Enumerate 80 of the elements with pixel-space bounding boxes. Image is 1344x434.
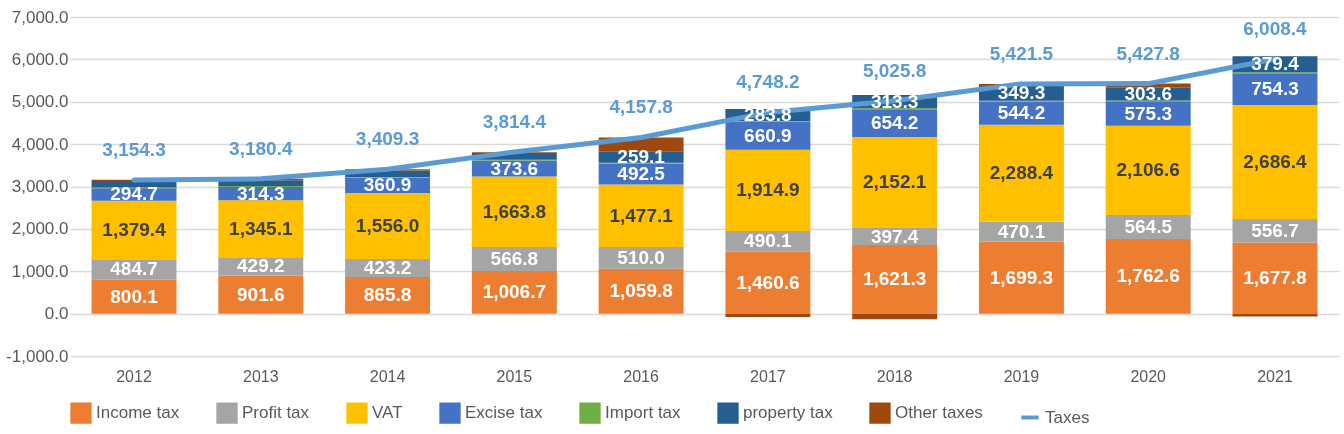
x-tick-label: 2013 bbox=[243, 367, 279, 385]
data-label: 2,288.4 bbox=[989, 162, 1054, 184]
x-tick-label: 2020 bbox=[1130, 367, 1167, 385]
x-tick-label: 2012 bbox=[116, 367, 152, 385]
data-label: 1,477.1 bbox=[609, 204, 674, 226]
data-label: 423.2 bbox=[363, 256, 412, 278]
x-tick-label: 2016 bbox=[623, 367, 660, 385]
data-label: 2,686.4 bbox=[1243, 151, 1308, 173]
data-label: 544.2 bbox=[997, 102, 1046, 124]
legend-label: Income tax bbox=[96, 403, 180, 423]
data-label: 2,152.1 bbox=[862, 171, 927, 193]
data-label: 1,914.9 bbox=[736, 179, 800, 201]
y-tick-label: 6,000.0 bbox=[11, 49, 69, 69]
y-tick-label: 3,000.0 bbox=[11, 177, 69, 196]
data-label: 373.6 bbox=[490, 157, 539, 179]
data-label: 490.1 bbox=[744, 230, 793, 252]
data-label: 1,059.8 bbox=[609, 280, 673, 302]
data-label: 5,421.5 bbox=[989, 42, 1054, 64]
data-label: 2,106.6 bbox=[1116, 159, 1180, 181]
data-label: 1,699.3 bbox=[989, 266, 1054, 288]
data-label: 660.9 bbox=[744, 124, 792, 146]
data-label: 1,379.4 bbox=[102, 218, 167, 240]
x-tick-label: 2015 bbox=[496, 367, 533, 385]
data-label: 1,677.8 bbox=[1243, 267, 1307, 289]
data-label: 865.8 bbox=[363, 284, 412, 306]
data-label: 3,409.3 bbox=[355, 128, 420, 150]
data-label: 313.3 bbox=[870, 90, 919, 112]
data-label: 360.9 bbox=[363, 174, 412, 196]
data-label: 6,008.4 bbox=[1243, 18, 1308, 40]
legend-label: VAT bbox=[372, 403, 403, 423]
y-tick-label: 7,000.0 bbox=[11, 7, 69, 27]
data-label: 3,154.3 bbox=[102, 138, 166, 160]
data-label: 5,427.8 bbox=[1116, 42, 1180, 64]
data-label: 564.5 bbox=[1124, 215, 1173, 237]
y-tick-label: 0.0 bbox=[44, 304, 69, 324]
legend-label: Profit tax bbox=[242, 403, 310, 423]
data-label: 3,180.4 bbox=[229, 137, 293, 159]
data-label: 484.7 bbox=[110, 258, 158, 280]
y-tick-label: 1,000.0 bbox=[11, 261, 69, 281]
x-tick-label: 2018 bbox=[876, 367, 913, 385]
data-label: 5,025.8 bbox=[862, 59, 927, 81]
data-label: 1,556.0 bbox=[355, 215, 420, 237]
y-tick-label: -1,000.0 bbox=[6, 346, 69, 366]
data-label: 1,663.8 bbox=[482, 200, 547, 222]
data-label: 901.6 bbox=[237, 283, 285, 305]
data-label: 1,006.7 bbox=[482, 281, 547, 303]
data-label: 379.4 bbox=[1251, 53, 1300, 75]
data-label: 575.3 bbox=[1124, 102, 1172, 124]
data-label: 294.7 bbox=[110, 183, 158, 205]
legend-label: Other taxes bbox=[895, 403, 983, 423]
data-label: 429.2 bbox=[237, 255, 285, 277]
data-label: 800.1 bbox=[110, 285, 159, 307]
x-tick-label: 2017 bbox=[750, 367, 786, 385]
data-label: 1,460.6 bbox=[736, 271, 800, 293]
y-tick-label: 5,000.0 bbox=[11, 92, 69, 112]
data-label: 4,748.2 bbox=[736, 71, 800, 93]
x-tick-label: 2021 bbox=[1257, 367, 1293, 385]
legend-label: Import tax bbox=[605, 403, 682, 423]
x-tick-label: 2019 bbox=[1003, 367, 1040, 385]
data-label: 510.0 bbox=[617, 246, 665, 268]
y-tick-label: 4,000.0 bbox=[11, 134, 69, 154]
data-label: 556.7 bbox=[1251, 219, 1299, 241]
data-label: 397.4 bbox=[870, 225, 919, 247]
legend-label: Excise tax bbox=[465, 403, 543, 423]
data-label: 349.3 bbox=[997, 82, 1046, 104]
x-tick-label: 2014 bbox=[369, 367, 406, 385]
y-tick-label: 2,000.0 bbox=[11, 219, 69, 239]
data-label: 3,814.4 bbox=[482, 110, 547, 132]
legend-label: property tax bbox=[743, 403, 834, 423]
data-label: 1,762.6 bbox=[1116, 265, 1180, 287]
data-label: 654.2 bbox=[870, 112, 919, 134]
data-label: 4,157.8 bbox=[609, 96, 673, 118]
data-label: 1,621.3 bbox=[862, 268, 927, 290]
data-label: 314.3 bbox=[237, 182, 285, 204]
data-label: 566.8 bbox=[490, 247, 539, 269]
data-label: 1,345.1 bbox=[229, 217, 293, 239]
data-label: 303.6 bbox=[1124, 83, 1172, 105]
data-label: 754.3 bbox=[1251, 78, 1299, 100]
data-label: 470.1 bbox=[997, 220, 1046, 242]
legend-label: Taxes bbox=[1045, 407, 1090, 427]
